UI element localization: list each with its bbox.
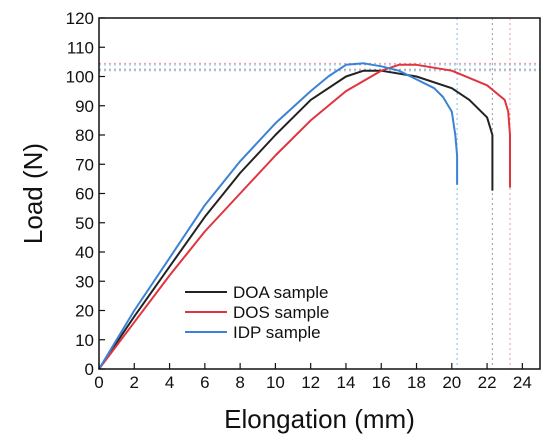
x-tick-label: 16 xyxy=(372,373,391,392)
y-tick-label: 30 xyxy=(75,272,94,291)
y-tick-label: 70 xyxy=(75,155,94,174)
y-tick-label: 90 xyxy=(75,97,94,116)
x-tick-label: 0 xyxy=(94,373,103,392)
y-tick-label: 10 xyxy=(75,331,94,350)
x-tick-label: 20 xyxy=(442,373,461,392)
legend-label: DOA sample xyxy=(233,283,328,302)
legend-label: DOS sample xyxy=(233,303,329,322)
x-tick-label: 22 xyxy=(478,373,497,392)
x-tick-label: 18 xyxy=(407,373,426,392)
y-tick-label: 20 xyxy=(75,302,94,321)
x-tick-label: 6 xyxy=(200,373,209,392)
reference-lines xyxy=(99,18,540,369)
series-layer xyxy=(98,62,511,370)
series-line xyxy=(98,62,459,370)
y-tick-label: 100 xyxy=(66,68,94,87)
legend-label: IDP sample xyxy=(233,323,321,342)
y-tick-label: 120 xyxy=(66,9,94,28)
x-tick-label: 12 xyxy=(301,373,320,392)
series-line xyxy=(98,63,511,370)
x-tick-label: 2 xyxy=(130,373,139,392)
x-tick-label: 10 xyxy=(266,373,285,392)
x-tick-label: 8 xyxy=(235,373,244,392)
x-axis-title: Elongation (mm) xyxy=(224,404,415,434)
y-tick-label: 0 xyxy=(85,360,94,379)
y-tick-label: 80 xyxy=(75,126,94,145)
series-line xyxy=(98,69,494,370)
y-tick-label: 110 xyxy=(67,38,94,57)
x-tick-label: 14 xyxy=(336,373,355,392)
y-tick-label: 60 xyxy=(75,185,94,204)
y-tick-label: 50 xyxy=(75,214,94,233)
y-axis-title: Load (N) xyxy=(18,143,48,244)
y-tick-label: 40 xyxy=(75,243,94,262)
x-tick-label: 24 xyxy=(513,373,532,392)
x-axis: 0 2 4 6 8 10 12 14 16 18 20 22 24 xyxy=(94,363,532,392)
y-axis: 0 10 20 30 40 50 60 70 80 90 100 110 120 xyxy=(66,9,105,379)
x-tick-label: 4 xyxy=(165,373,174,392)
